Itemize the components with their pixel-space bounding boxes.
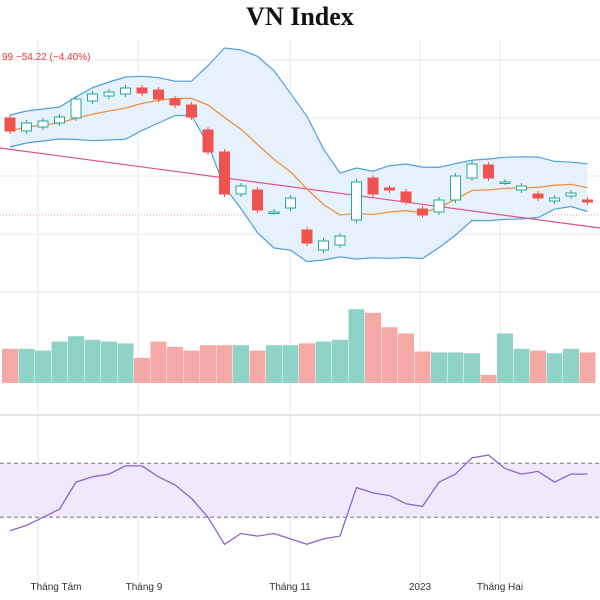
band-fill — [10, 48, 588, 262]
candle-body — [499, 181, 511, 184]
candle-body — [516, 185, 527, 191]
candle-body — [219, 151, 230, 195]
x-tick-label: Tháng Hai — [477, 582, 523, 593]
candle-body — [186, 104, 197, 118]
volume-bar — [348, 309, 365, 383]
candle-body — [301, 229, 313, 244]
volume-bar — [101, 341, 117, 383]
lower-band — [9, 114, 588, 263]
candle-body — [70, 98, 82, 119]
volume-bar — [299, 343, 315, 383]
ohlc-readout: 99 −54.22 (−4.40%) — [2, 52, 90, 63]
volume-bar — [51, 341, 68, 383]
ma-line — [9, 97, 588, 216]
volume-bar — [150, 341, 167, 383]
volume-bar — [282, 345, 299, 383]
volume-bar — [497, 333, 513, 383]
candle-body — [334, 235, 346, 246]
x-tick-label: 2023 — [409, 582, 432, 593]
volume-bar — [68, 336, 84, 383]
volume-bar — [200, 345, 216, 383]
volume-bar — [398, 333, 414, 383]
candle-body — [54, 116, 65, 124]
rsi-line — [9, 454, 588, 546]
candle-body — [367, 177, 379, 195]
candle-body — [417, 208, 428, 216]
volume-bar — [35, 350, 51, 383]
candle-body — [318, 240, 329, 251]
candle-body — [400, 191, 412, 203]
volume-bar — [480, 374, 497, 383]
moving-average — [9, 97, 588, 216]
volume-bar — [216, 345, 233, 383]
upper-band — [9, 47, 588, 174]
volume-bar — [365, 312, 381, 383]
candle-body — [153, 89, 164, 100]
candle-body — [120, 87, 131, 95]
candle-body — [103, 91, 115, 97]
volume-bar — [546, 353, 563, 383]
volume-bar — [513, 348, 530, 383]
candle-body — [21, 122, 32, 132]
candlesticks — [4, 85, 593, 253]
rsi-panel — [0, 414, 600, 546]
candle-body — [466, 163, 478, 179]
volume-bar — [381, 327, 398, 383]
chart-title: VN Index — [246, 2, 354, 31]
volume-bar — [117, 343, 134, 383]
volume-bar — [249, 350, 266, 383]
volume-bar — [315, 341, 332, 383]
candle-body — [268, 211, 280, 214]
volume-bar — [167, 347, 183, 383]
rsi-band — [0, 463, 600, 518]
candle-body — [384, 187, 395, 191]
candle-body — [202, 129, 214, 153]
x-axis: Tháng Tám Tháng 9 Tháng 11 2023 Tháng Hai — [31, 582, 524, 593]
volume-bar — [332, 339, 348, 383]
volume-bar — [183, 350, 200, 383]
x-tick-label: Tháng 9 — [126, 582, 163, 593]
candle-body — [169, 98, 181, 106]
volume-bar — [414, 351, 431, 383]
candle-body — [235, 185, 247, 195]
candle-body — [565, 192, 577, 197]
volume-bar — [18, 348, 35, 383]
volume-bar — [233, 345, 249, 383]
volume-bar — [2, 348, 18, 383]
volume-bar — [84, 339, 101, 383]
candle-body — [582, 199, 593, 203]
candle-body — [252, 189, 263, 211]
candle-body — [483, 164, 494, 179]
volume-bar — [530, 350, 546, 383]
candle-body — [433, 199, 445, 213]
candle-body — [532, 193, 544, 199]
candle-body — [549, 197, 560, 202]
volume-bar — [266, 345, 282, 383]
x-tick-label: Tháng 11 — [269, 582, 311, 593]
candle-body — [285, 197, 296, 209]
candle-body — [351, 181, 362, 221]
volume-bar — [579, 352, 596, 383]
candle-body — [136, 87, 148, 94]
candle-body — [87, 93, 98, 102]
candle-body — [37, 120, 49, 128]
volume-bar — [563, 348, 579, 383]
trend-line — [0, 147, 600, 229]
volume-bar — [447, 352, 464, 383]
bollinger-bands — [9, 47, 588, 263]
x-tick-label: Tháng Tám — [31, 582, 82, 593]
volume-bar — [431, 352, 447, 383]
volume-bar — [464, 353, 480, 383]
candle-body — [4, 117, 16, 132]
candle-body — [450, 175, 461, 201]
trendline — [0, 147, 600, 229]
volume-bar — [134, 357, 150, 383]
volume-bars — [2, 309, 596, 383]
